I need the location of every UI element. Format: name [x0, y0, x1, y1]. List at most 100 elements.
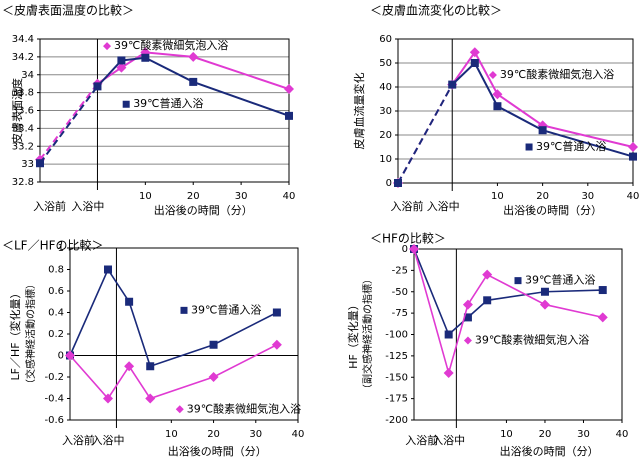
x-tick-label: 20 — [207, 429, 220, 440]
data-point-diamond — [116, 62, 127, 73]
series-oxygen-bubble: 39℃酸素微細気泡入浴 — [393, 47, 638, 188]
legend-square-marker — [514, 277, 522, 285]
data-point-diamond — [462, 299, 473, 310]
data-point-square — [629, 152, 637, 161]
series-label: 39℃酸素微細気泡入浴 — [475, 332, 589, 346]
chart-panel-4: ＜HFの比較＞ -200 -175 -150 -125 -100 -75 -50 -25 0 10 2… — [346, 231, 628, 457]
y-tick-label: 40 — [379, 82, 392, 93]
y-tick-label: 20 — [379, 130, 392, 141]
y-tick-label: -200 — [385, 415, 408, 426]
category-label: 入浴中 — [427, 200, 460, 213]
series-label: 39℃普通入浴 — [536, 139, 606, 153]
data-point-square — [448, 80, 457, 89]
data-point-square — [598, 286, 607, 295]
data-point-square — [444, 330, 453, 339]
data-point-diamond — [188, 51, 199, 62]
plot-area — [397, 38, 634, 184]
x-tick-label: 10 — [139, 191, 152, 202]
y-tick-label: 32.8 — [12, 177, 34, 188]
data-point-square — [104, 265, 112, 274]
y-tick-label: 34 — [21, 70, 34, 81]
chart-panel-3: ＜LF／HFの比較＞ -0.6 -0.4 -0.2 0 0.2 0.4 0.6 0.8 1 10 20… — [2, 238, 304, 457]
category-label: 入浴前 — [405, 433, 438, 447]
y-tick-label: 0.4 — [48, 308, 64, 319]
series-oxygen-bubble: 39℃酸素微細気泡入浴 — [65, 339, 301, 415]
series-normal-bath: 39℃普通入浴 — [410, 245, 607, 339]
data-point-diamond — [443, 367, 454, 378]
data-point-diamond — [409, 244, 419, 254]
y-tick-label: 10 — [379, 154, 392, 165]
data-point-square — [470, 59, 479, 67]
data-point-square — [394, 179, 402, 187]
y-axis-label-secondary: （副交感神経活動の指標） — [361, 274, 374, 394]
x-tick-label: 20 — [536, 191, 549, 202]
x-tick-label: 40 — [627, 191, 640, 202]
x-tick-label: 20 — [187, 191, 200, 202]
chart-title: ＜皮膚血流変化の比較＞ — [370, 3, 502, 18]
x-axis-label: 出浴後の時間（分） — [154, 203, 253, 217]
data-point-square — [493, 102, 502, 111]
data-point-square — [36, 159, 44, 168]
data-point-square — [285, 111, 293, 120]
y-tick-label: -50 — [392, 287, 408, 298]
data-point-diamond — [284, 84, 294, 95]
x-tick-label: 20 — [539, 429, 552, 440]
legend-square-marker — [180, 306, 188, 314]
y-tick-label: 0 — [58, 351, 64, 362]
y-tick-label: 0.6 — [48, 286, 64, 297]
series-normal-bath: 39℃普通入浴 — [66, 265, 281, 371]
x-tick-label: 30 — [249, 429, 262, 440]
x-tick-label: 30 — [581, 191, 594, 202]
x-tick-label: 30 — [235, 191, 248, 202]
y-axis-label: LF／HF（変化量） — [8, 287, 22, 380]
x-axis-label: 出浴後の時間（分） — [503, 203, 602, 217]
chart-title: ＜皮膚表面温度の比較＞ — [2, 3, 134, 18]
x-axis-label: 出浴後の時間（分） — [500, 444, 599, 457]
data-point-diamond — [539, 299, 550, 310]
y-tick-label: 33 — [21, 159, 34, 170]
y-tick-label: -0.6 — [44, 415, 64, 426]
x-tick-label: 10 — [500, 429, 513, 440]
plot-area — [69, 247, 299, 421]
y-tick-label: 0 — [402, 244, 408, 255]
data-point-square — [209, 340, 218, 349]
data-point-diamond — [208, 372, 219, 382]
x-axis-label: 出浴後の時間（分） — [168, 444, 267, 457]
series-oxygen-bubble: 39℃酸素微細気泡入浴 — [35, 38, 294, 165]
data-point-square — [93, 82, 102, 91]
data-point-diamond — [482, 269, 493, 280]
y-tick-label: 33.4 — [12, 123, 34, 134]
series-line-dashed — [397, 84, 454, 184]
category-label: 入浴前 — [391, 199, 424, 213]
series-line — [413, 248, 603, 336]
data-point-square — [540, 287, 549, 296]
legend-diamond-marker — [463, 336, 472, 345]
chart-panel-1: ＜皮膚表面温度の比較＞ 32.8 33 33.2 33.4 33.6 33.8 34 34.2 3… — [2, 3, 295, 218]
data-point-square — [141, 53, 150, 62]
data-point-diamond — [103, 393, 113, 404]
y-tick-label: 33.8 — [12, 88, 34, 99]
x-tick-label: 30 — [577, 429, 590, 440]
series-line-dashed — [39, 83, 99, 161]
data-point-diamond — [145, 393, 156, 404]
y-tick-label: 33.2 — [12, 141, 34, 152]
legend-square-marker — [122, 100, 130, 108]
data-point-square — [538, 126, 547, 135]
data-point-diamond — [65, 350, 75, 361]
data-point-square — [463, 313, 472, 322]
series-label: 39℃普通入浴 — [133, 96, 203, 110]
y-tick-label: 0.8 — [48, 265, 64, 276]
chart-panel-2: ＜皮膚血流変化の比較＞ 0 10 20 30 40 50 60 10 20 30 40 入浴前 入浴中 出浴… — [352, 3, 639, 218]
category-label: 入浴中 — [71, 200, 104, 213]
series-normal-bath: 39℃普通入浴 — [36, 53, 293, 168]
y-tick-label: 50 — [379, 58, 392, 69]
data-point-diamond — [469, 47, 480, 58]
legend-diamond-marker — [103, 42, 112, 51]
x-tick-label: 40 — [283, 191, 296, 202]
data-point-diamond — [628, 142, 638, 152]
plot-area — [39, 38, 290, 183]
y-tick-label: -0.2 — [44, 372, 64, 383]
y-tick-label: 1 — [58, 243, 64, 254]
y-tick-label: 33.6 — [12, 106, 34, 117]
y-axis-label: 皮膚血流量変化 — [352, 73, 366, 150]
